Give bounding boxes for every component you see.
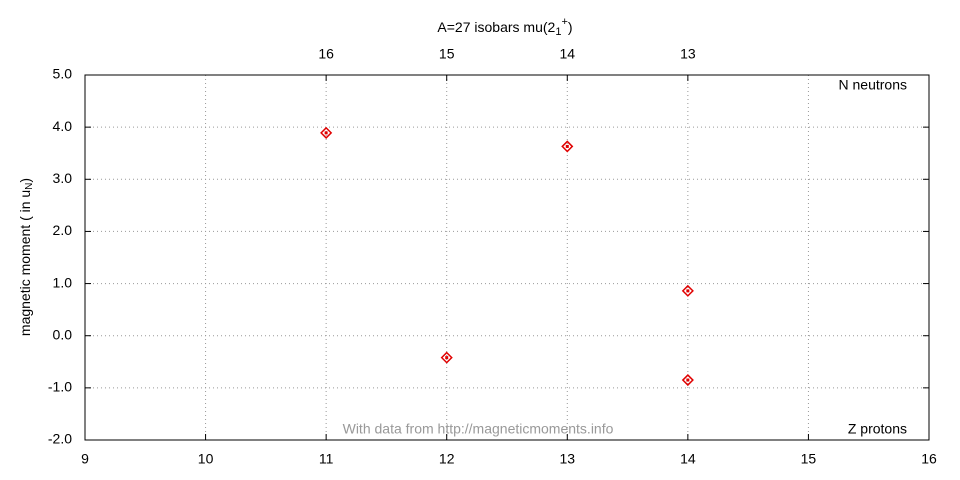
x-tick-label: 10	[198, 451, 214, 467]
y-label-subscript: N	[24, 183, 35, 190]
x2-tick-label: 15	[439, 46, 455, 62]
title-superscript: +	[561, 16, 567, 28]
y-tick-label: 2.0	[53, 222, 73, 238]
x-tick-label: 15	[801, 451, 817, 467]
y-tick-label: 4.0	[53, 118, 73, 134]
title-subscript: 1	[555, 26, 561, 38]
title-close: )	[568, 19, 573, 35]
title-text: A=27 isobars mu(2	[437, 19, 555, 35]
x-tick-label: 12	[439, 451, 455, 467]
x-tick-label: 11	[319, 451, 334, 467]
x2-tick-label: 13	[680, 46, 696, 62]
x2-tick-label: 14	[559, 46, 575, 62]
x-tick-label: 9	[81, 451, 89, 467]
x2-axis-label: N neutrons	[839, 77, 907, 93]
watermark: With data from http://magneticmoments.in…	[343, 421, 614, 437]
point-center	[686, 289, 690, 293]
point-center	[565, 144, 569, 148]
plot-frame	[84, 74, 930, 441]
y-tick-label: 1.0	[53, 274, 73, 290]
y-tick-label: -1.0	[48, 379, 72, 395]
y-label-close: )	[17, 178, 33, 183]
point	[320, 126, 333, 139]
point-center	[324, 131, 328, 135]
y-tick-label: 0.0	[53, 326, 73, 342]
y-tick-label: 5.0	[53, 66, 73, 82]
point	[440, 351, 453, 364]
x-axis-label: Z protons	[848, 421, 907, 437]
y-label-text: magnetic moment ( in u	[17, 190, 33, 336]
x2-tick-label: 16	[318, 46, 334, 62]
point	[561, 140, 574, 153]
x-tick-label: 16	[921, 451, 937, 467]
point-center	[686, 378, 690, 382]
y-axis-label: magnetic moment ( in uN)	[17, 178, 35, 336]
y-tick-label: -2.0	[48, 431, 72, 447]
point	[681, 373, 694, 387]
chart-title: A=27 isobars mu(21+)	[437, 16, 572, 38]
x-tick-label: 14	[680, 451, 696, 467]
point	[681, 284, 694, 297]
y-tick-label: 3.0	[53, 170, 73, 186]
x-tick-label: 13	[559, 451, 575, 467]
point-center	[445, 356, 449, 360]
